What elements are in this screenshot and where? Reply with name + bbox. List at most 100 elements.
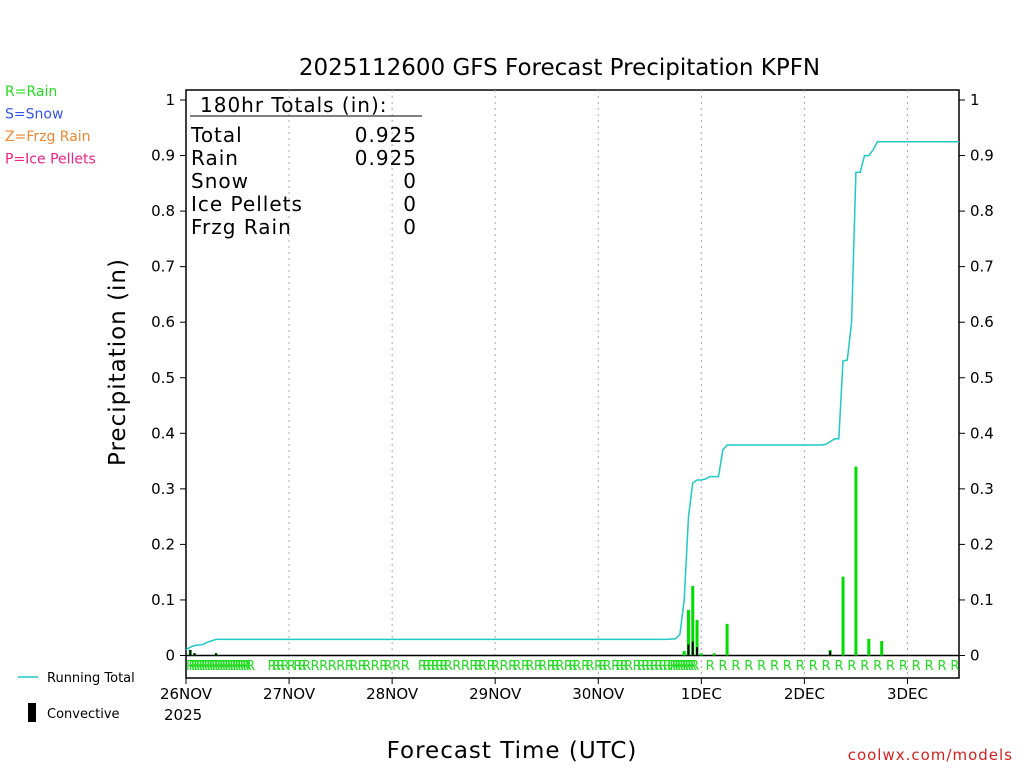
y-tick-label-left: 0.8 bbox=[151, 202, 175, 220]
ptype-letter: R bbox=[688, 659, 697, 674]
ptype-letter: R bbox=[217, 659, 226, 674]
ptype-letter: R bbox=[392, 659, 401, 674]
totals-row-value: 0 bbox=[403, 169, 417, 193]
ptype-letter: R bbox=[598, 659, 607, 674]
ptype-letter: R bbox=[487, 659, 496, 674]
ptype-letter: R bbox=[345, 659, 354, 674]
ptype-letter: R bbox=[796, 659, 805, 674]
ptype-letter: R bbox=[847, 659, 856, 674]
ptype-letter: R bbox=[328, 659, 337, 674]
ptype-letter: R bbox=[358, 659, 367, 674]
ptype-letter: R bbox=[401, 659, 410, 674]
ptype-letter: R bbox=[603, 659, 612, 674]
x-year-label: 2025 bbox=[164, 706, 202, 724]
ptype-letter: R bbox=[646, 659, 655, 674]
ptype-letter: R bbox=[719, 659, 728, 674]
ptype-letter: R bbox=[538, 659, 547, 674]
ptype-letter: R bbox=[521, 659, 530, 674]
ptype-letter: R bbox=[938, 659, 947, 674]
ptype-letter: R bbox=[196, 659, 205, 674]
ptype-letter: R bbox=[654, 659, 663, 674]
ptype-letter: R bbox=[435, 659, 444, 674]
convective-bar bbox=[215, 653, 218, 656]
ptype-letter: R bbox=[637, 659, 646, 674]
ptype-letter: R bbox=[886, 659, 895, 674]
ptype-letter: R bbox=[230, 659, 239, 674]
rain-bar bbox=[854, 466, 858, 656]
ptype-letter: R bbox=[860, 659, 869, 674]
ptype-letter: R bbox=[243, 659, 252, 674]
rain-bar bbox=[867, 638, 871, 656]
ptype-letter: R bbox=[201, 659, 210, 674]
ptype-letter: R bbox=[615, 659, 624, 674]
y-tick-label-right: 0.8 bbox=[970, 202, 994, 220]
y-tick-label-left: 0.2 bbox=[151, 535, 175, 553]
ptype-letter: R bbox=[677, 659, 686, 674]
ptype-letter: R bbox=[624, 659, 633, 674]
ptype-letter: R bbox=[207, 659, 216, 674]
ptype-letter: R bbox=[349, 659, 358, 674]
totals-row-label: Snow bbox=[191, 169, 249, 193]
ptype-letter: R bbox=[822, 659, 831, 674]
ptype-letter: R bbox=[663, 659, 672, 674]
ptype-letter: R bbox=[189, 659, 198, 674]
x-tick-label: 30NOV bbox=[572, 685, 625, 703]
ptype-legend-item: Z=Frzg Rain bbox=[5, 129, 91, 145]
ptype-letter: R bbox=[925, 659, 934, 674]
totals-row-label: Frzg Rain bbox=[191, 215, 292, 239]
ptype-letter: R bbox=[362, 659, 371, 674]
ptype-letter: R bbox=[512, 659, 521, 674]
ptype-letter: R bbox=[319, 659, 328, 674]
ptype-letter: R bbox=[418, 659, 427, 674]
totals-row-value: 0.925 bbox=[355, 146, 417, 170]
convective-legend-swatch bbox=[28, 703, 36, 722]
ptype-letter: R bbox=[461, 659, 470, 674]
ptype-letter: R bbox=[685, 659, 694, 674]
totals-row-value: 0 bbox=[403, 192, 417, 216]
y-tick-label-right: 0.9 bbox=[970, 147, 994, 165]
ptype-letter: R bbox=[280, 659, 289, 674]
ptype-letter: R bbox=[731, 659, 740, 674]
ptype-letter: R bbox=[873, 659, 882, 674]
y-tick-label-left: 0.3 bbox=[151, 480, 175, 498]
ptype-letter: R bbox=[439, 659, 448, 674]
ptype-letter: R bbox=[302, 659, 311, 674]
y-axis-title: Precipitation (in) bbox=[105, 258, 131, 466]
ptype-letter: R bbox=[682, 659, 691, 674]
ptype-letter: R bbox=[672, 659, 681, 674]
ptype-letter: R bbox=[238, 659, 247, 674]
ptype-letter: R bbox=[670, 659, 679, 674]
ptype-letter: R bbox=[212, 659, 221, 674]
totals-row-label: Rain bbox=[191, 146, 239, 170]
ptype-letter: R bbox=[525, 659, 534, 674]
ptype-letter: R bbox=[194, 659, 203, 674]
ptype-letter: R bbox=[186, 659, 195, 674]
ptype-letter: R bbox=[770, 659, 779, 674]
ptype-letter: R bbox=[276, 659, 285, 674]
ptype-letter: R bbox=[214, 659, 223, 674]
ptype-letter: R bbox=[667, 659, 676, 674]
rain-bar bbox=[725, 623, 729, 656]
ptype-letter: R bbox=[633, 659, 642, 674]
ptype-letter: R bbox=[444, 659, 453, 674]
ptype-letter: R bbox=[240, 659, 249, 674]
x-tick-label: 29NOV bbox=[469, 685, 522, 703]
ptype-letter: R bbox=[293, 659, 302, 674]
convective-bar bbox=[189, 649, 192, 656]
y-tick-label-right: 0.4 bbox=[970, 424, 994, 442]
ptype-letter: R bbox=[222, 659, 231, 674]
rain-bar bbox=[686, 609, 690, 656]
ptype-letter: R bbox=[950, 659, 959, 674]
y-tick-label-right: 1 bbox=[970, 91, 980, 109]
convective-bar bbox=[193, 653, 196, 656]
ptype-letter: R bbox=[675, 659, 684, 674]
ptype-letter: R bbox=[573, 659, 582, 674]
ptype-letter: R bbox=[491, 659, 500, 674]
ptype-letter: R bbox=[594, 659, 603, 674]
ptype-letter: R bbox=[311, 659, 320, 674]
ptype-letter: R bbox=[641, 659, 650, 674]
ptype-letter: R bbox=[422, 659, 431, 674]
ptype-letter: R bbox=[551, 659, 560, 674]
ptype-letter: R bbox=[204, 659, 213, 674]
